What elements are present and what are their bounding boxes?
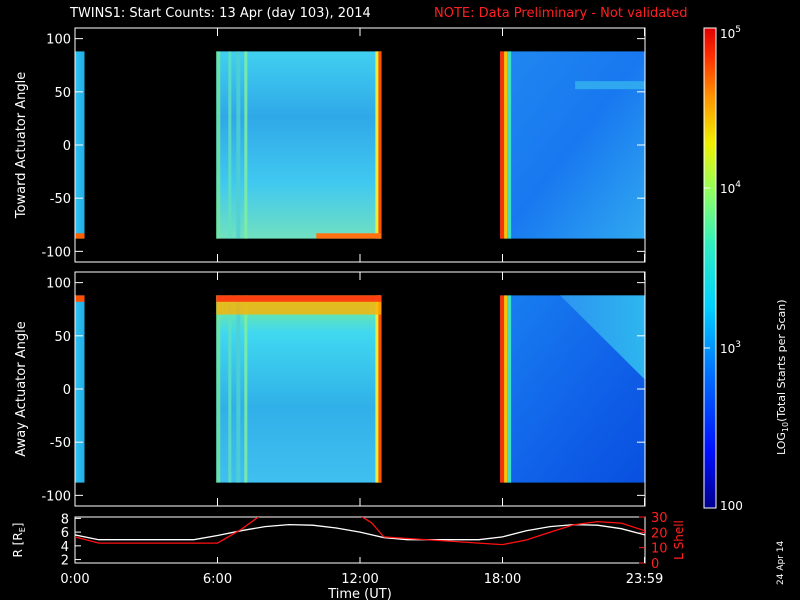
colorbar-label-post: (Total Starts per Scan) [775, 299, 788, 422]
right-tick-label: 10 [651, 542, 668, 557]
right-tick-label: 30 [651, 511, 668, 526]
data-edge [216, 295, 382, 302]
colorbar: 105 104 103 100 [703, 25, 743, 513]
away-panel: 100 50 0 -50 -100 Away Actuator Angle [14, 271, 646, 507]
x-tick-label: 6:00 [203, 572, 232, 587]
title-note: NOTE: Data Preliminary - Not validated [434, 6, 688, 21]
data-streak [504, 51, 508, 239]
lshell-series-line [75, 517, 645, 546]
x-tick-label: 18:00 [484, 572, 521, 587]
left-tick-label: 4 [61, 540, 69, 555]
r-series-line [75, 523, 645, 541]
y-tick-label: 50 [54, 330, 71, 345]
right-axis-label: L Shell [672, 520, 686, 560]
right-tick-label: 0 [651, 557, 659, 572]
left-axis-label: R [RE] [11, 523, 27, 558]
colorbar-tick-label: 103 [720, 340, 741, 356]
data-block [216, 51, 382, 239]
data-streak [216, 51, 221, 239]
data-band [575, 81, 645, 90]
x-tick-label: 23:59 [626, 572, 663, 587]
data-streak [244, 295, 248, 483]
data-streak [500, 295, 505, 483]
left-tick-label: 2 [61, 554, 69, 569]
y-tick-label: 50 [54, 86, 71, 101]
y-axis-label: Toward Actuator Angle [14, 72, 29, 219]
toward-panel: 100 50 0 -50 -100 Toward Actuator Angle [14, 27, 646, 263]
data-streak [378, 51, 382, 239]
data-streak [378, 295, 382, 483]
colorbar-label-pre: LOG [775, 432, 788, 455]
data-streak [228, 295, 232, 483]
left-tick-label: 6 [61, 526, 69, 541]
x-tick-label: 12:00 [341, 572, 378, 587]
y-tick-label: -100 [41, 489, 71, 504]
y-tick-label: -50 [50, 192, 71, 207]
data-streak [507, 295, 512, 483]
colorbar-tick-label: 105 [720, 25, 741, 41]
data-block [216, 295, 382, 483]
data-streak [236, 295, 241, 483]
title-main: TWINS1: Start Counts: 13 Apr (day 103), … [70, 6, 371, 21]
data-edge [316, 233, 382, 239]
date-stamp: 24 Apr 14 [776, 540, 786, 585]
data-streak [504, 295, 508, 483]
x-tick-label: 0:00 [60, 572, 89, 587]
data-streak [500, 51, 505, 239]
right-tick-label: 20 [651, 526, 668, 541]
data-block [500, 51, 645, 239]
data-streak [216, 295, 221, 483]
data-wedge [560, 295, 645, 380]
data-streak [236, 51, 241, 239]
colorbar-label-sub: 10 [781, 421, 791, 433]
data-streak [228, 51, 232, 239]
y-axis-label: Away Actuator Angle [14, 321, 29, 456]
colorbar-label: LOG10(Total Starts per Scan) [775, 300, 790, 456]
data-streak [244, 51, 248, 239]
colorbar-tick-label: 100 [720, 499, 743, 513]
left-tick-label: 8 [61, 512, 69, 527]
y-tick-label: -50 [50, 436, 71, 451]
y-tick-label: 0 [63, 383, 71, 398]
data-streak [507, 51, 512, 239]
y-tick-label: 100 [46, 277, 71, 292]
y-tick-label: -100 [41, 245, 71, 260]
x-axis-label: Time (UT) [327, 587, 392, 600]
data-edge [75, 233, 85, 239]
y-tick-label: 100 [46, 33, 71, 48]
colorbar-tick-label: 104 [720, 180, 741, 196]
data-edge [75, 295, 85, 302]
y-tick-label: 0 [63, 139, 71, 154]
